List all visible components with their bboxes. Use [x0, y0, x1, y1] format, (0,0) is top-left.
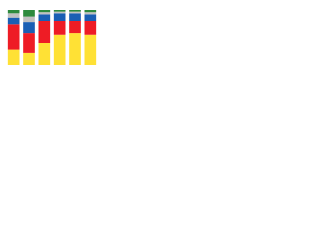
bar-segment: [53, 34, 66, 65]
bar-segment: [69, 33, 81, 65]
bar-segment: [53, 11, 66, 14]
bar-segment: [69, 21, 81, 34]
bar-segment: [7, 17, 20, 25]
bar-segment: [84, 21, 97, 35]
bar-segment: [7, 13, 20, 18]
bar-segment: [69, 13, 81, 21]
bar-segment: [23, 10, 35, 17]
bar-segment: [7, 10, 20, 14]
bar-segment: [23, 16, 35, 23]
bar-segment: [7, 24, 20, 50]
bar-segment: [7, 49, 20, 65]
bar-segment: [69, 10, 81, 12]
bar-segment: [84, 14, 97, 21]
bar-segment: [84, 34, 97, 65]
bar-segment: [38, 14, 51, 21]
bar-segment: [38, 43, 51, 65]
bar-segment: [53, 10, 66, 12]
bar-segment: [84, 12, 97, 15]
bar-segment: [38, 21, 51, 43]
bar-segment: [38, 10, 51, 13]
bar-segment: [23, 33, 35, 53]
bar-segment: [84, 10, 97, 13]
bar-segment: [23, 22, 35, 34]
bar-segment: [23, 52, 35, 65]
bar-segment: [38, 12, 51, 15]
bar-segment: [53, 13, 66, 21]
bar-segment: [69, 11, 81, 14]
chart: [0, 0, 100, 71]
bar-segment: [53, 21, 66, 35]
